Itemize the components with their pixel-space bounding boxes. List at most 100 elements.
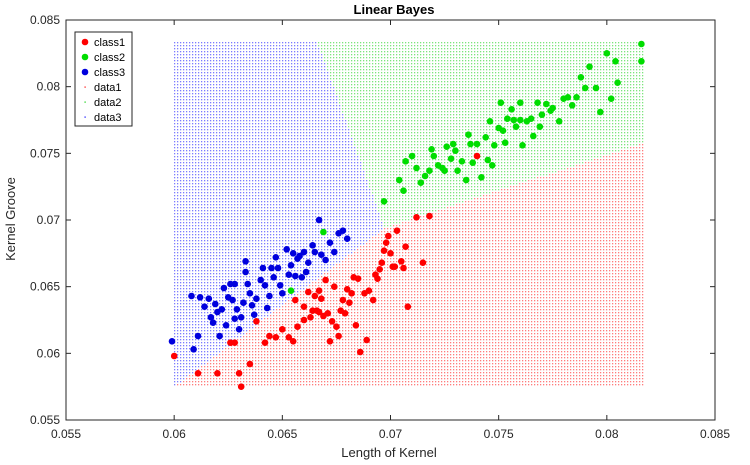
x-tick-label: 0.065	[267, 427, 297, 441]
data-point-class3	[343, 235, 351, 242]
data-point-class2	[555, 118, 563, 125]
data-point-class2	[638, 58, 645, 65]
data-point-class2	[417, 179, 425, 186]
data-point-class2	[287, 287, 295, 295]
data-point-class2	[320, 228, 327, 236]
data-point-class1	[322, 276, 329, 284]
data-point-class3	[270, 274, 278, 281]
data-point-class2	[380, 198, 388, 205]
data-point-class1	[285, 334, 293, 341]
data-point-class1	[419, 259, 427, 267]
data-point-class1	[307, 314, 314, 321]
data-point-class1	[235, 370, 243, 377]
data-point-class1	[385, 232, 392, 240]
x-tick-label: 0.075	[484, 427, 514, 441]
data-point-class2	[501, 139, 509, 146]
data-point-class2	[454, 167, 461, 174]
data-point-class3	[266, 292, 273, 300]
data-point-class2	[491, 142, 498, 149]
data-point-class3	[298, 274, 306, 281]
legend-label: data2	[94, 97, 122, 109]
data-point-class1	[289, 338, 297, 345]
data-point-class2	[519, 142, 526, 149]
data-point-class2	[527, 115, 535, 122]
data-point-class3	[259, 264, 267, 272]
legend-item-class3: class3	[81, 67, 125, 79]
data-points	[168, 40, 645, 391]
data-point-class2	[469, 159, 477, 166]
legend-item-data3: data3	[84, 112, 122, 124]
data-point-class1	[343, 286, 351, 293]
data-point-class3	[322, 256, 329, 264]
data-point-class2	[614, 79, 621, 86]
data-point-class3	[231, 280, 238, 288]
legend-dot	[84, 116, 86, 118]
data-point-class1	[339, 296, 347, 304]
legend-item-data1: data1	[84, 82, 122, 94]
data-point-class2	[488, 162, 496, 169]
data-point-class3	[188, 292, 195, 300]
legend-item-class2: class2	[81, 52, 125, 64]
data-point-class3	[220, 284, 228, 292]
data-point-class3	[283, 246, 291, 253]
data-point-class3	[242, 268, 249, 276]
y-tick-label: 0.08	[37, 80, 61, 94]
data-point-class3	[315, 216, 323, 224]
y-tick-label: 0.07	[37, 213, 61, 227]
data-point-class2	[530, 132, 537, 140]
data-point-class1	[331, 283, 338, 291]
data-point-class2	[564, 94, 572, 101]
data-point-class1	[356, 348, 364, 356]
data-point-class3	[222, 322, 230, 329]
data-point-class1	[372, 271, 379, 279]
data-point-class1	[328, 318, 336, 325]
data-point-class2	[428, 146, 435, 153]
data-point-class1	[393, 227, 401, 234]
data-point-class3	[242, 258, 249, 265]
data-point-class1	[266, 332, 273, 340]
x-tick-label: 0.08	[595, 427, 619, 441]
data-point-class1	[376, 266, 384, 273]
x-tick-label: 0.07	[379, 427, 403, 441]
data-point-class2	[538, 111, 546, 118]
chart-title: Linear Bayes	[354, 2, 435, 17]
data-point-class2	[612, 58, 619, 65]
legend-label: class2	[94, 52, 125, 64]
data-point-class1	[279, 326, 286, 333]
legend-box	[74, 31, 133, 127]
data-point-class1	[404, 303, 412, 311]
legend-marker	[81, 68, 89, 76]
y-tick-label: 0.065	[30, 280, 60, 294]
data-point-class1	[300, 316, 308, 324]
data-point-class2	[447, 155, 455, 162]
data-point-class3	[201, 303, 208, 311]
legend-label: data3	[94, 112, 122, 124]
data-point-class1	[363, 336, 371, 344]
data-point-class2	[484, 156, 492, 164]
data-point-class3	[309, 242, 316, 249]
data-point-class2	[573, 94, 580, 101]
data-point-class2	[400, 187, 407, 194]
legend-label: class3	[94, 67, 125, 79]
data-point-class1	[261, 339, 269, 347]
x-tick-label: 0.055	[51, 427, 81, 441]
data-point-class3	[246, 290, 254, 297]
data-point-class3	[289, 250, 297, 257]
data-point-class1	[292, 296, 299, 304]
x-tick-label: 0.06	[162, 427, 186, 441]
data-point-class1	[326, 338, 334, 345]
data-point-class1	[341, 310, 349, 317]
data-point-class2	[443, 143, 451, 150]
data-point-class2	[426, 167, 433, 174]
data-point-class1	[315, 308, 323, 316]
region-data3	[174, 42, 383, 386]
data-point-class2	[517, 99, 524, 106]
data-point-class3	[300, 248, 308, 256]
data-point-class2	[597, 108, 604, 116]
data-point-class3	[237, 314, 245, 321]
data-point-class2	[465, 131, 472, 138]
data-point-class3	[326, 239, 334, 246]
data-point-class3	[261, 282, 269, 289]
data-point-class2	[462, 176, 470, 184]
data-point-class2	[486, 118, 494, 125]
